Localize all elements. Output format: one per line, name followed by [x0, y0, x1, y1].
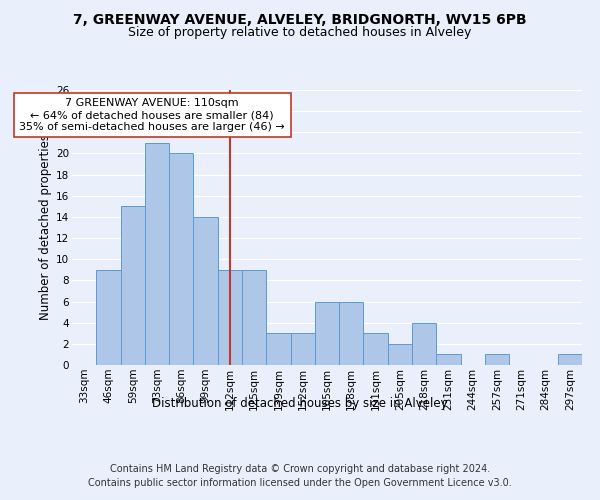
Bar: [315, 302, 339, 365]
Bar: [364, 334, 388, 365]
Text: 7, GREENWAY AVENUE, ALVELEY, BRIDGNORTH, WV15 6PB: 7, GREENWAY AVENUE, ALVELEY, BRIDGNORTH,…: [73, 12, 527, 26]
Bar: [242, 270, 266, 365]
Bar: [485, 354, 509, 365]
Bar: [218, 270, 242, 365]
Bar: [96, 270, 121, 365]
Y-axis label: Number of detached properties: Number of detached properties: [39, 134, 52, 320]
Bar: [436, 354, 461, 365]
Bar: [266, 334, 290, 365]
Text: Distribution of detached houses by size in Alveley: Distribution of detached houses by size …: [152, 398, 448, 410]
Bar: [388, 344, 412, 365]
Text: Contains HM Land Registry data © Crown copyright and database right 2024.: Contains HM Land Registry data © Crown c…: [110, 464, 490, 474]
Text: Size of property relative to detached houses in Alveley: Size of property relative to detached ho…: [128, 26, 472, 39]
Text: 7 GREENWAY AVENUE: 110sqm
← 64% of detached houses are smaller (84)
35% of semi-: 7 GREENWAY AVENUE: 110sqm ← 64% of detac…: [19, 98, 285, 132]
Bar: [290, 334, 315, 365]
Bar: [169, 154, 193, 365]
Bar: [339, 302, 364, 365]
Text: Contains public sector information licensed under the Open Government Licence v3: Contains public sector information licen…: [88, 478, 512, 488]
Bar: [145, 143, 169, 365]
Bar: [121, 206, 145, 365]
Bar: [558, 354, 582, 365]
Bar: [412, 322, 436, 365]
Bar: [193, 217, 218, 365]
